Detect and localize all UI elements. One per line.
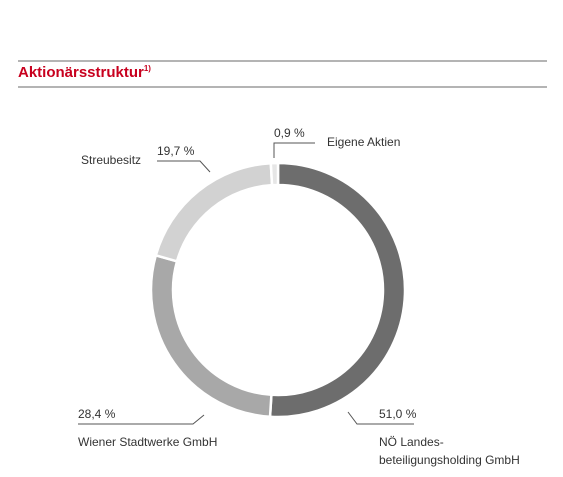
header-rule-bottom (18, 86, 547, 88)
header-rule-top (18, 60, 547, 62)
value-label-streubesitz: 19,7 % (157, 144, 195, 158)
donut-slice-streubesitz (154, 161, 274, 263)
value-label-noe: 51,0 % (379, 407, 417, 421)
leader-line-eigene-aktien (273, 142, 315, 158)
series-label-noe-line2: beteiligungsholding GmbH (379, 453, 520, 467)
title-footnote-marker: 1) (143, 64, 151, 73)
series-label-noe-line1: NÖ Landes- (379, 435, 444, 449)
donut-slice-eigene-aktien (269, 161, 280, 187)
value-label-wiener-stadtwerke: 28,4 % (78, 407, 116, 421)
leader-line-noe (347, 411, 414, 425)
donut-slice-wiener-stadtwerke-gmbh (149, 253, 273, 419)
donut-slices (149, 161, 407, 419)
value-label-eigene-aktien: 0,9 % (274, 126, 305, 140)
leader-line-wiener-stadtwerke (78, 414, 205, 425)
series-label-streubesitz: Streubesitz (81, 153, 141, 167)
series-label-wiener-stadtwerke: Wiener Stadtwerke GmbH (78, 435, 217, 449)
leader-lines (78, 142, 414, 425)
series-label-eigene-aktien: Eigene Aktien (327, 135, 400, 149)
title-text: Aktionärsstruktur (18, 64, 144, 81)
leader-line-streubesitz (157, 160, 211, 173)
page-title: Aktionärsstruktur1) (18, 64, 151, 81)
donut-slice-n-landes-beteiligungsholding-gmbh (268, 161, 407, 419)
